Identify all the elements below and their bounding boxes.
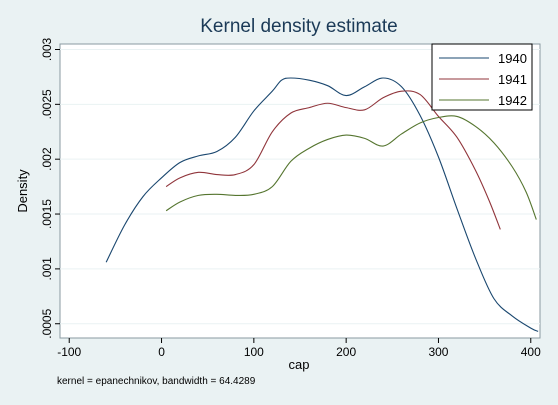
legend-box bbox=[431, 43, 533, 111]
x-tick-label: -100 bbox=[57, 345, 81, 359]
y-tick-label: .003 bbox=[40, 37, 54, 61]
x-tick-label: 200 bbox=[336, 345, 356, 359]
legend-label-1942: 1942 bbox=[498, 93, 527, 108]
series-line-1942 bbox=[165, 115, 537, 220]
series-line-1941 bbox=[165, 90, 501, 230]
y-tick-label: .001 bbox=[40, 257, 54, 281]
x-axis-label: cap bbox=[289, 357, 310, 372]
series-lines bbox=[105, 77, 539, 332]
x-tick-label: 400 bbox=[521, 345, 541, 359]
x-tick-label: 300 bbox=[428, 345, 448, 359]
y-tick-label: .0005 bbox=[40, 308, 54, 338]
chart-title: Kernel density estimate bbox=[200, 16, 398, 37]
legend-label-1940: 1940 bbox=[498, 51, 527, 66]
y-tick-label: .0015 bbox=[40, 199, 54, 229]
legend-label-1941: 1941 bbox=[498, 72, 527, 87]
kernel-note: kernel = epanechnikov, bandwidth = 64.42… bbox=[57, 376, 256, 387]
legend: 1940 1941 1942 bbox=[431, 43, 533, 111]
x-tick-label: 100 bbox=[244, 345, 264, 359]
x-tick-label: 0 bbox=[158, 345, 165, 359]
y-tick-label: .002 bbox=[40, 147, 54, 171]
y-axis-label: Density bbox=[15, 169, 30, 213]
x-axis: -100 0 100 200 300 400 bbox=[57, 338, 541, 359]
y-tick-label: .0025 bbox=[40, 89, 54, 119]
series-line-1940 bbox=[105, 77, 539, 332]
